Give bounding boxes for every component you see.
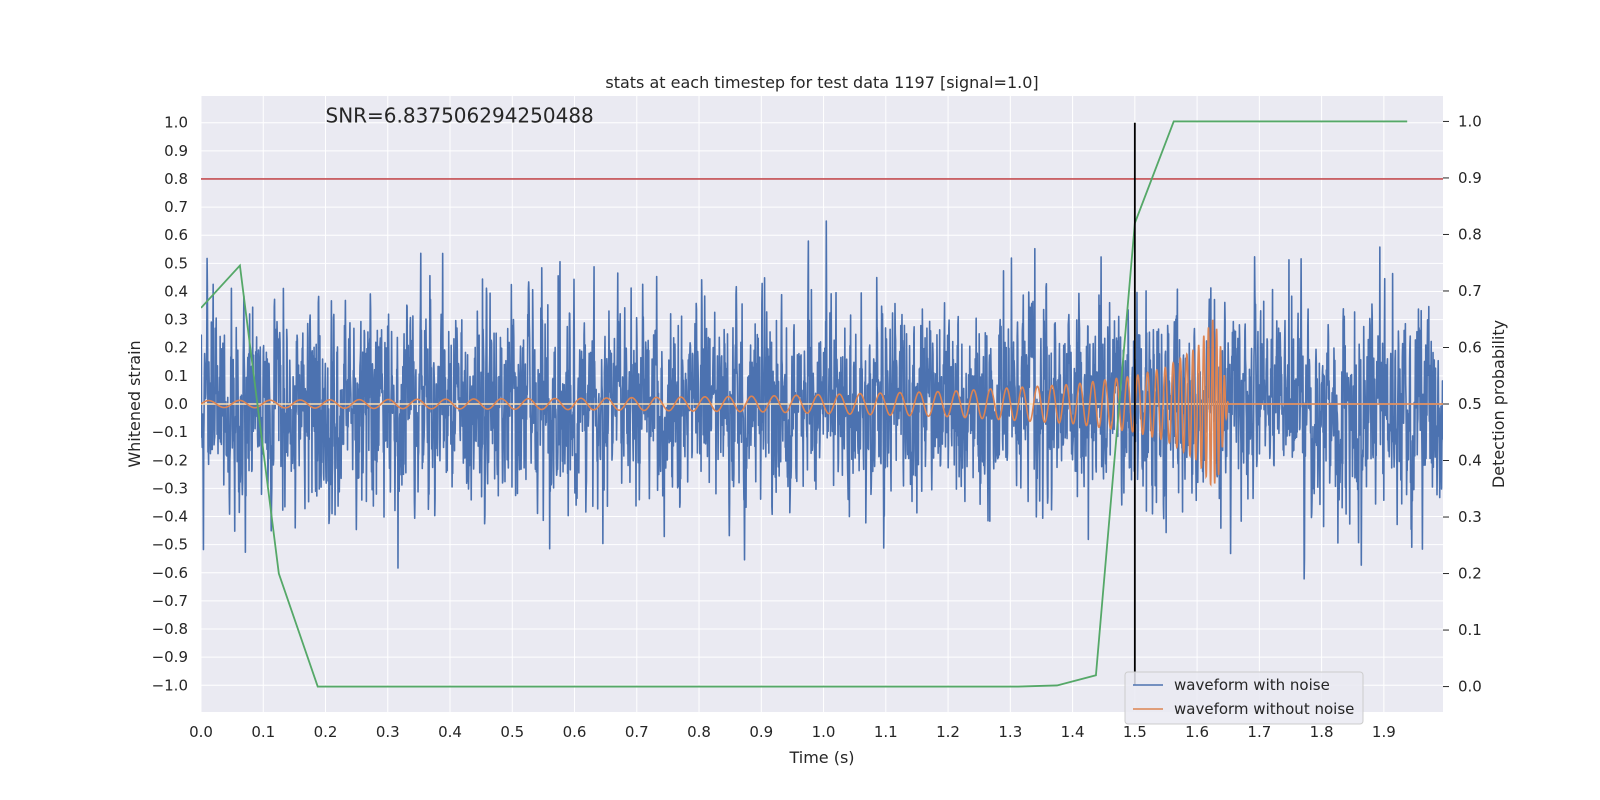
left-tick-label: 1.0 — [164, 114, 188, 132]
left-tick-label: 0.7 — [164, 198, 188, 216]
x-tick-label: 1.1 — [874, 723, 898, 741]
left-tick-label: 0.6 — [164, 226, 188, 244]
x-tick-label: 1.7 — [1247, 723, 1271, 741]
legend-box — [1124, 671, 1364, 725]
right-tick-label: 0.0 — [1458, 678, 1482, 696]
x-tick-label: 1.4 — [1061, 723, 1085, 741]
left-tick-label: −1.0 — [152, 676, 188, 694]
x-tick-label: 0.1 — [251, 723, 275, 741]
right-tick-label: 0.3 — [1458, 508, 1482, 526]
left-tick-label: −0.3 — [152, 479, 188, 497]
left-tick-label: −0.4 — [152, 508, 188, 526]
series-detection-probability — [201, 120, 1408, 688]
left-tick-label: −0.8 — [152, 620, 188, 638]
x-tick-label: 1.6 — [1185, 723, 1209, 741]
left-tick-label: −0.7 — [152, 592, 188, 610]
x-tick-label: 0.9 — [749, 723, 773, 741]
right-tick-label: 0.2 — [1458, 565, 1482, 583]
left-tick-label: −0.1 — [152, 423, 188, 441]
x-tick-label: 1.2 — [936, 723, 960, 741]
left-axis-label: Whitened strain — [125, 340, 144, 467]
right-axis-ticks: 1.0 0.9 0.8 0.7 0.6 0.5 0.4 0.3 0.2 0.1 0.0 — [1443, 112, 1482, 696]
legend-label-noise: waveform with noise — [1174, 676, 1330, 694]
x-tick-label: 1.9 — [1372, 723, 1396, 741]
left-tick-label: −0.9 — [152, 648, 188, 666]
x-tick-label: 0.5 — [500, 723, 524, 741]
snr-annotation: SNR=6.837506294250488 — [326, 104, 594, 128]
plot-series — [201, 120, 1443, 688]
right-tick-label: 0.6 — [1458, 338, 1482, 356]
left-tick-label: 0.4 — [164, 282, 188, 300]
left-tick-label: 0.2 — [164, 339, 188, 357]
right-axis-label: Detection probability — [1489, 320, 1508, 488]
series-waveform-without-noise — [201, 319, 1443, 487]
left-tick-label: −0.6 — [152, 564, 188, 582]
x-tick-label: 0.8 — [687, 723, 711, 741]
right-tick-label: 1.0 — [1458, 112, 1482, 130]
right-tick-label: 0.8 — [1458, 225, 1482, 243]
x-tick-label: 1.8 — [1310, 723, 1334, 741]
right-tick-label: 0.1 — [1458, 621, 1482, 639]
x-tick-label: 1.0 — [812, 723, 836, 741]
x-tick-label: 0.3 — [376, 723, 400, 741]
legend-label-clean: waveform without noise — [1174, 700, 1354, 718]
x-tick-label: 0.0 — [189, 723, 213, 741]
x-axis-ticks: 0.0 0.1 0.2 0.3 0.4 0.5 0.6 0.7 0.8 0.9 1.0 1.1 1.2 1… — [189, 723, 1396, 741]
right-tick-label: 0.4 — [1458, 452, 1482, 470]
x-axis-label: Time (s) — [788, 748, 854, 767]
legend: waveform with noise waveform without noi… — [1124, 671, 1364, 725]
left-tick-label: 0.9 — [164, 142, 188, 160]
series-waveform-with-noise — [201, 220, 1443, 580]
x-tick-label: 0.7 — [625, 723, 649, 741]
right-tick-label: 0.5 — [1458, 395, 1482, 413]
left-tick-label: 0.1 — [164, 367, 188, 385]
right-tick-label: 0.9 — [1458, 169, 1482, 187]
right-tick-label: 0.7 — [1458, 282, 1482, 300]
x-tick-label: 1.5 — [1123, 723, 1147, 741]
left-tick-label: 0.8 — [164, 170, 188, 188]
left-tick-label: 0.0 — [164, 395, 188, 413]
left-tick-label: −0.5 — [152, 536, 188, 554]
x-tick-label: 0.6 — [563, 723, 587, 741]
x-tick-label: 0.4 — [438, 723, 462, 741]
x-tick-label: 0.2 — [314, 723, 338, 741]
left-tick-label: −0.2 — [152, 451, 188, 469]
x-tick-label: 1.3 — [998, 723, 1022, 741]
left-axis-ticks: 1.0 0.9 0.8 0.7 0.6 0.5 0.4 0.3 0.2 0.1 0.0 −0.1 −0.… — [152, 114, 188, 695]
left-tick-label: 0.3 — [164, 311, 188, 329]
left-tick-label: 0.5 — [164, 254, 188, 272]
chart-title: stats at each timestep for test data 119… — [605, 73, 1038, 92]
